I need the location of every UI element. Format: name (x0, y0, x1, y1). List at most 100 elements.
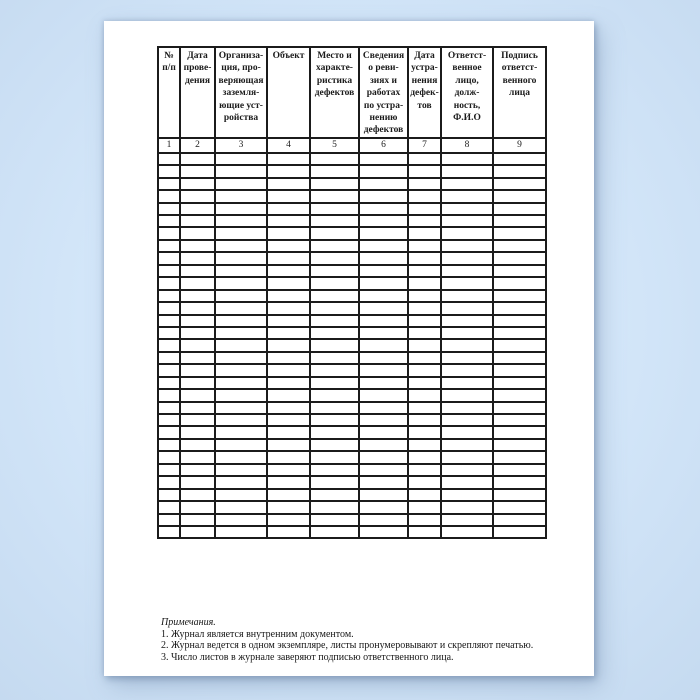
table-cell (440, 338, 494, 353)
table-cell (407, 375, 442, 391)
table-cell (214, 475, 268, 490)
table-cell (309, 462, 360, 478)
column-header-organization: Организа- ция, про- веряющая заземля- ющ… (214, 46, 268, 139)
table-cell (179, 412, 216, 428)
table-cell (407, 238, 442, 254)
table-cell (440, 238, 494, 254)
table-cell (266, 375, 311, 391)
table-cell (179, 238, 216, 254)
table-cell (157, 301, 181, 316)
table-cell (358, 301, 409, 316)
table-row (157, 437, 547, 453)
table-cell (440, 437, 494, 453)
table-cell (214, 500, 268, 515)
table-cell (492, 263, 547, 279)
document-page: № п/п Дата прове- дения Организа- ция, п… (104, 21, 594, 676)
table-cell (407, 288, 442, 304)
table-cell (214, 301, 268, 316)
table-cell (492, 226, 547, 241)
table-cell (407, 201, 442, 217)
table-row (157, 350, 547, 366)
table-cell (407, 301, 442, 316)
table-row (157, 226, 547, 241)
table-cell (309, 363, 360, 378)
table-cell (492, 338, 547, 353)
table-cell (440, 151, 494, 167)
table-cell (358, 375, 409, 391)
table-cell (309, 437, 360, 453)
table-cell (179, 487, 216, 503)
column-header-object: Объект (266, 46, 311, 139)
table-cell (179, 164, 216, 179)
table-row (157, 388, 547, 403)
table-cell (440, 450, 494, 465)
table-row (157, 213, 547, 229)
table-cell (214, 375, 268, 391)
table-cell (492, 313, 547, 329)
table-cell (214, 524, 268, 540)
table-cell (358, 400, 409, 416)
table-cell (492, 487, 547, 503)
table-row (157, 313, 547, 329)
table-cell (407, 363, 442, 378)
table-cell (214, 487, 268, 503)
table-cell (358, 201, 409, 217)
table-cell (492, 151, 547, 167)
table-cell (266, 251, 311, 266)
column-number: 4 (266, 136, 311, 154)
table-cell (214, 437, 268, 453)
table-cell (179, 363, 216, 378)
table-cell (266, 512, 311, 528)
table-row (157, 164, 547, 179)
table-cell (492, 425, 547, 440)
table-body-empty-rows (157, 151, 547, 540)
table-row (157, 189, 547, 204)
table-cell (407, 500, 442, 515)
table-cell (440, 400, 494, 416)
table-cell (492, 512, 547, 528)
table-cell (266, 350, 311, 366)
table-cell (179, 151, 216, 167)
table-cell (309, 350, 360, 366)
table-cell (266, 201, 311, 217)
table-cell (492, 176, 547, 192)
table-cell (179, 512, 216, 528)
table-cell (157, 201, 181, 217)
table-cell (157, 500, 181, 515)
table-cell (214, 450, 268, 465)
table-cell (492, 238, 547, 254)
table-row (157, 462, 547, 478)
table-cell (358, 313, 409, 329)
column-header-signature: Подпись ответст- венного лица (492, 46, 547, 139)
table-cell (179, 450, 216, 465)
table-cell (309, 213, 360, 229)
table-cell (266, 226, 311, 241)
table-cell (407, 251, 442, 266)
table-cell (309, 251, 360, 266)
table-cell (440, 325, 494, 341)
table-cell (309, 151, 360, 167)
table-cell (179, 400, 216, 416)
table-cell (492, 437, 547, 453)
table-cell (440, 412, 494, 428)
table-cell (157, 388, 181, 403)
table-cell (214, 462, 268, 478)
table-cell (492, 213, 547, 229)
table-cell (179, 375, 216, 391)
table-cell (440, 313, 494, 329)
table-cell (214, 263, 268, 279)
table-cell (358, 388, 409, 403)
table-cell (266, 524, 311, 540)
table-cell (407, 512, 442, 528)
table-cell (179, 189, 216, 204)
table-cell (157, 450, 181, 465)
table-row (157, 201, 547, 217)
column-number: 9 (492, 136, 547, 154)
column-header-defect-place: Место и характе- ристика дефектов (309, 46, 360, 139)
table-row (157, 325, 547, 341)
table-cell (358, 524, 409, 540)
table-cell (358, 263, 409, 279)
table-cell (266, 263, 311, 279)
table-cell (492, 388, 547, 403)
table-cell (309, 226, 360, 241)
